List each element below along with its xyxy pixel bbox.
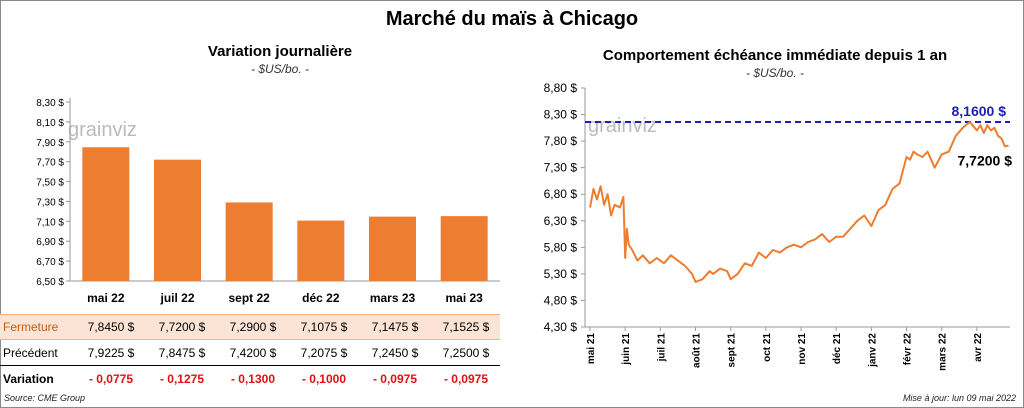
- line-y-tick-label: 6,80 $: [544, 187, 578, 201]
- line-x-tick-label: mars 22: [938, 333, 949, 371]
- bar-category-label: mai 23: [445, 291, 483, 305]
- bar-category-label: déc 22: [302, 291, 340, 305]
- bar-series: mai 22 juil 22 sept 22 déc 22 mars 23 mai 23: [82, 147, 488, 305]
- table-cell: 7,8450 $: [87, 320, 135, 334]
- line-chart: grainviz 4,30 $ 4,80 $ 5,30 $ 5,80 $ 6,30 $ 6…: [544, 81, 1013, 371]
- table-cell: - 0,1275: [159, 372, 205, 386]
- table-cell: 7,2450 $: [371, 346, 419, 360]
- line-x-tick-label: sept 21: [727, 333, 738, 368]
- line-x-tick-label: août 21: [692, 333, 703, 368]
- right-chart-title: Comportement échéance immédiate depuis 1…: [602, 47, 948, 64]
- table-cell: - 0,0975: [372, 372, 418, 386]
- bar-y-tick-label: 7,70 $: [36, 158, 64, 169]
- line-y-tick-label: 8,80 $: [544, 81, 578, 95]
- table-cell: - 0,0975: [443, 372, 489, 386]
- line-y-tick-label: 7,30 $: [544, 161, 578, 175]
- source-note: Source: CME Group: [4, 393, 86, 403]
- bar-y-tick-label: 6,90 $: [36, 237, 64, 248]
- bar-category-label: mars 23: [370, 291, 416, 305]
- bar-category-label: sept 22: [228, 291, 270, 305]
- bar-y-axis: 6,50 $ 6,70 $ 6,90 $ 7,10 $ 7,30 $ 7,50 $ 7,70…: [36, 98, 500, 288]
- table-cell: 7,2900 $: [229, 320, 277, 334]
- table-cell: 7,1525 $: [442, 320, 490, 334]
- bar: [297, 220, 345, 281]
- line-y-tick-label: 5,80 $: [544, 240, 578, 254]
- bar-y-tick-label: 7,30 $: [36, 197, 64, 208]
- line-y-tick-label: 4,30 $: [544, 320, 578, 334]
- line-series: [585, 120, 1010, 283]
- bar-category-label: juil 22: [159, 291, 194, 305]
- bar-chart: grainviz 6,50 $ 6,70 $ 6,90 $ 7,10 $ 7,30 $ 7…: [36, 98, 500, 305]
- right-chart-unit: - $US/bo. -: [745, 66, 805, 80]
- table-row-fermeture: Fermeture 7,8450 $ 7,7200 $ 7,2900 $ 7,1…: [0, 314, 500, 340]
- bar: [440, 216, 488, 281]
- bar: [369, 216, 416, 281]
- price-table: Fermeture 7,8450 $ 7,7200 $ 7,2900 $ 7,1…: [0, 313, 510, 405]
- line-y-tick-label: 6,30 $: [544, 214, 578, 228]
- line-x-tick-label: mai 21: [586, 333, 597, 365]
- table-cell: 7,2075 $: [300, 346, 348, 360]
- line-y-tick-label: 5,30 $: [544, 267, 578, 281]
- table-cell: - 0,1300: [230, 372, 276, 386]
- row-label-precedent: Précédent: [3, 346, 58, 360]
- line-y-tick-label: 4,80 $: [544, 293, 578, 307]
- table-cell: 7,1475 $: [371, 320, 419, 334]
- bar-y-tick-label: 6,50 $: [36, 277, 64, 288]
- table-cell: 7,2500 $: [442, 346, 490, 360]
- right-watermark: grainviz: [588, 115, 657, 137]
- table-row-variation: Variation - 0,0775 - 0,1275 - 0,1300 - 0…: [0, 367, 500, 391]
- price-line: [589, 121, 1009, 283]
- max-value-label: 8,1600 $: [952, 103, 1007, 119]
- bar: [225, 202, 273, 281]
- table-cell: 7,9225 $: [87, 346, 135, 360]
- table-cell: 7,8475 $: [158, 346, 206, 360]
- left-watermark: grainviz: [68, 119, 137, 141]
- line-x-tick-label: janv 22: [867, 333, 878, 368]
- bar: [82, 147, 130, 281]
- bar-y-tick-label: 7,10 $: [36, 217, 64, 228]
- line-x-tick-label: juil 21: [656, 333, 667, 363]
- bar-y-tick-label: 8,30 $: [36, 98, 64, 109]
- bar-y-tick-label: 7,50 $: [36, 178, 64, 189]
- line-y-tick-label: 7,80 $: [544, 134, 578, 148]
- bar-category-label: mai 22: [87, 291, 125, 305]
- last-value-label: 7,7200 $: [958, 152, 1013, 168]
- table-row-precedent: Précédent 7,9225 $ 7,8475 $ 7,4200 $ 7,2…: [0, 341, 500, 366]
- table-cell: 7,7200 $: [158, 320, 206, 334]
- line-x-tick-label: avr 22: [973, 333, 984, 362]
- line-x-tick-label: nov 21: [797, 333, 808, 365]
- bar: [154, 159, 201, 281]
- bar-y-tick-label: 6,70 $: [36, 257, 64, 268]
- line-x-tick-label: févr 22: [903, 333, 914, 366]
- update-note: Mise à jour: lun 09 mai 2022: [902, 393, 1016, 403]
- line-x-tick-label: juin 21: [621, 333, 632, 366]
- table-cell: 7,1075 $: [300, 320, 348, 334]
- line-axes: 4,30 $ 4,80 $ 5,30 $ 5,80 $ 6,30 $ 6,80 $ 7,30…: [544, 81, 1010, 371]
- left-chart-unit: - $US/bo. -: [250, 62, 310, 76]
- line-x-tick-label: déc 21: [832, 333, 843, 365]
- bar-y-tick-label: 7,90 $: [36, 138, 64, 149]
- left-chart-title: Variation journalière: [207, 43, 353, 60]
- row-label-variation: Variation: [3, 372, 54, 386]
- table-cell: - 0,1000: [301, 372, 347, 386]
- bar-y-tick-label: 8,10 $: [36, 118, 64, 129]
- row-label-fermeture: Fermeture: [3, 320, 59, 334]
- main-title: Marché du maïs à Chicago: [385, 8, 639, 30]
- line-x-tick-label: oct 21: [762, 333, 773, 362]
- line-y-tick-label: 8,30 $: [544, 108, 578, 122]
- table-cell: - 0,0775: [88, 372, 134, 386]
- table-cell: 7,4200 $: [229, 346, 277, 360]
